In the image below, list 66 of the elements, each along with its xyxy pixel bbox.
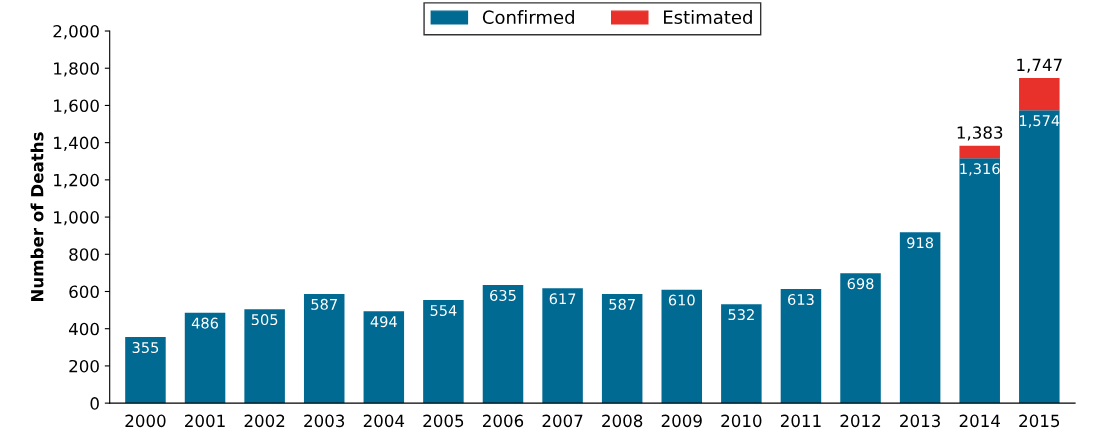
x-tick-label: 2011 [780, 414, 821, 428]
bar [184, 312, 226, 404]
data-label: 610 [668, 294, 695, 306]
bar [780, 289, 822, 404]
total-label: 1,383 [957, 126, 1003, 141]
y-tick-label: 1,000 [54, 211, 99, 226]
data-label: 613 [788, 293, 814, 306]
y-tick-label: 200 [69, 359, 99, 373]
data-label: 486 [191, 317, 219, 329]
y-tick-label: 2,000 [53, 24, 99, 40]
data-label: 505 [251, 314, 278, 326]
y-axis-title: Number of Deaths [30, 132, 44, 302]
y-tick-label: 400 [68, 322, 99, 336]
data-label: 698 [847, 278, 874, 290]
x-tick-label: 2008 [602, 414, 643, 428]
bar [482, 284, 524, 404]
legend-label: Confirmed [482, 10, 574, 25]
x-tick-label: 2003 [304, 414, 345, 428]
x-tick-label: 2005 [423, 414, 464, 428]
total-label: 1,747 [1017, 58, 1062, 73]
x-tick-label: 2002 [244, 414, 285, 428]
bar [899, 232, 941, 404]
data-label: 1,316 [960, 163, 1000, 176]
data-label: 554 [430, 305, 457, 316]
bar [661, 289, 703, 404]
data-label: 617 [549, 293, 576, 305]
data-label: 587 [609, 298, 635, 310]
legend-label: Estimated [664, 10, 752, 25]
data-label: 918 [907, 237, 934, 249]
x-tick-label: 2009 [661, 414, 702, 428]
x-tick-label: 2012 [840, 414, 881, 428]
bar [303, 293, 345, 404]
bar [363, 311, 405, 404]
bar [601, 293, 643, 404]
x-tick-label: 2006 [483, 414, 524, 428]
data-label: 494 [370, 316, 397, 328]
bar [959, 145, 1000, 159]
data-label: 355 [132, 341, 159, 354]
x-tick-label: 2015 [1019, 414, 1060, 428]
x-tick-label: 2007 [542, 414, 583, 428]
y-tick-label: 800 [69, 248, 99, 261]
bar [1019, 78, 1060, 111]
x-tick-label: 2000 [125, 414, 166, 428]
y-tick-label: 1,400 [54, 136, 99, 151]
bar [542, 288, 583, 404]
x-tick-label: 2001 [185, 414, 225, 428]
bar [721, 304, 762, 404]
y-tick-label: 1,800 [54, 62, 99, 77]
bar [840, 273, 881, 404]
y-tick-label: 0 [90, 397, 99, 410]
y-tick-label: 1,600 [54, 99, 99, 114]
bar [125, 337, 166, 404]
data-label: 1,574 [1020, 115, 1060, 128]
data-label: 635 [490, 289, 516, 301]
x-tick-label: 2010 [721, 414, 762, 428]
y-tick-label: 600 [69, 285, 99, 299]
bar [1019, 110, 1060, 404]
y-tick-label: 1,200 [54, 173, 99, 189]
data-label: 587 [311, 298, 337, 310]
data-label: 532 [728, 309, 754, 321]
bar [423, 300, 464, 404]
x-tick-label: 2014 [959, 414, 1000, 428]
bar [959, 158, 1000, 404]
bar [244, 309, 285, 404]
x-tick-label: 2013 [900, 414, 940, 428]
x-tick-label: 2004 [363, 414, 405, 428]
